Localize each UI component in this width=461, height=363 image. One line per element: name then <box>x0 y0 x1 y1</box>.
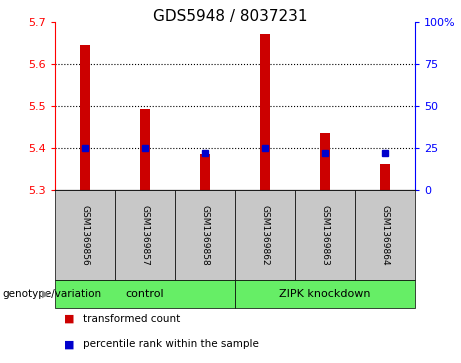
Bar <box>355 190 415 280</box>
Text: GSM1369858: GSM1369858 <box>201 205 209 265</box>
Text: GSM1369857: GSM1369857 <box>141 205 149 265</box>
Bar <box>115 190 175 280</box>
Text: ▶: ▶ <box>42 289 49 299</box>
Text: GSM1369862: GSM1369862 <box>260 205 270 265</box>
Text: GSM1369863: GSM1369863 <box>320 205 330 265</box>
Text: GSM1369864: GSM1369864 <box>380 205 390 265</box>
Bar <box>55 280 235 308</box>
Text: genotype/variation: genotype/variation <box>2 289 101 299</box>
Bar <box>295 190 355 280</box>
Text: transformed count: transformed count <box>83 314 180 324</box>
Text: GSM1369856: GSM1369856 <box>81 205 89 265</box>
Bar <box>140 109 150 190</box>
Text: ■: ■ <box>64 339 75 349</box>
Text: ■: ■ <box>64 314 75 324</box>
Bar <box>55 190 115 280</box>
Bar <box>379 164 390 190</box>
Bar <box>260 34 271 190</box>
Bar <box>235 280 415 308</box>
Bar <box>80 45 90 190</box>
Bar <box>319 133 331 190</box>
Text: control: control <box>126 289 164 299</box>
Bar <box>200 154 210 190</box>
Bar <box>235 190 295 280</box>
Bar <box>175 190 235 280</box>
Text: ZIPK knockdown: ZIPK knockdown <box>279 289 371 299</box>
Text: percentile rank within the sample: percentile rank within the sample <box>83 339 259 349</box>
Text: GDS5948 / 8037231: GDS5948 / 8037231 <box>153 9 308 24</box>
